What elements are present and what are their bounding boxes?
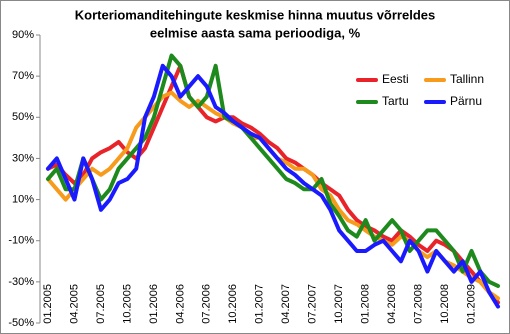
- series-line: [46, 63, 500, 309]
- chart-subtitle: eelmise aasta sama perioodiga, %: [150, 25, 361, 40]
- x-tick-label: 10.2007: [333, 284, 345, 324]
- x-tick-label: 04.2008: [386, 284, 398, 324]
- legend-label: Tartu: [382, 94, 409, 108]
- x-tick-label: 07.2005: [95, 284, 107, 324]
- x-tick-label: 04.2005: [68, 284, 80, 324]
- series-line: [46, 63, 500, 305]
- legend-label: Eesti: [382, 72, 409, 86]
- legend-label: Tallinn: [450, 72, 484, 86]
- y-tick-label: 90%: [12, 29, 34, 41]
- series-line: [46, 53, 500, 288]
- x-tick-label: 01.2006: [148, 284, 160, 324]
- chart-title: Korteriomanditehingute keskmise hinna mu…: [75, 7, 435, 22]
- x-tick-label: 10.2005: [121, 284, 133, 324]
- x-tick-label: 10.2006: [227, 284, 239, 324]
- y-tick-label: -10%: [8, 235, 34, 247]
- x-tick-label: 07.2008: [412, 284, 424, 324]
- y-tick-label: -30%: [8, 276, 34, 288]
- x-tick-label: 04.2006: [174, 284, 186, 324]
- legend-label: Pärnu: [450, 94, 482, 108]
- y-tick-label: 10%: [12, 193, 34, 205]
- x-tick-label: 01.2009: [465, 284, 477, 324]
- y-tick-label: 30%: [12, 152, 34, 164]
- x-tick-label: 07.2007: [307, 284, 319, 324]
- y-tick-label: 50%: [12, 111, 34, 123]
- x-tick-label: 07.2006: [201, 284, 213, 324]
- x-tick-label: 01.2005: [42, 284, 54, 324]
- y-tick-label: 70%: [12, 70, 34, 82]
- x-tick-label: 01.2007: [254, 284, 266, 324]
- x-tick-label: 10.2008: [439, 284, 451, 324]
- y-tick-label: -50%: [8, 317, 34, 329]
- x-tick-label: 04.2007: [280, 284, 292, 324]
- x-tick-label: 01.2008: [360, 284, 372, 324]
